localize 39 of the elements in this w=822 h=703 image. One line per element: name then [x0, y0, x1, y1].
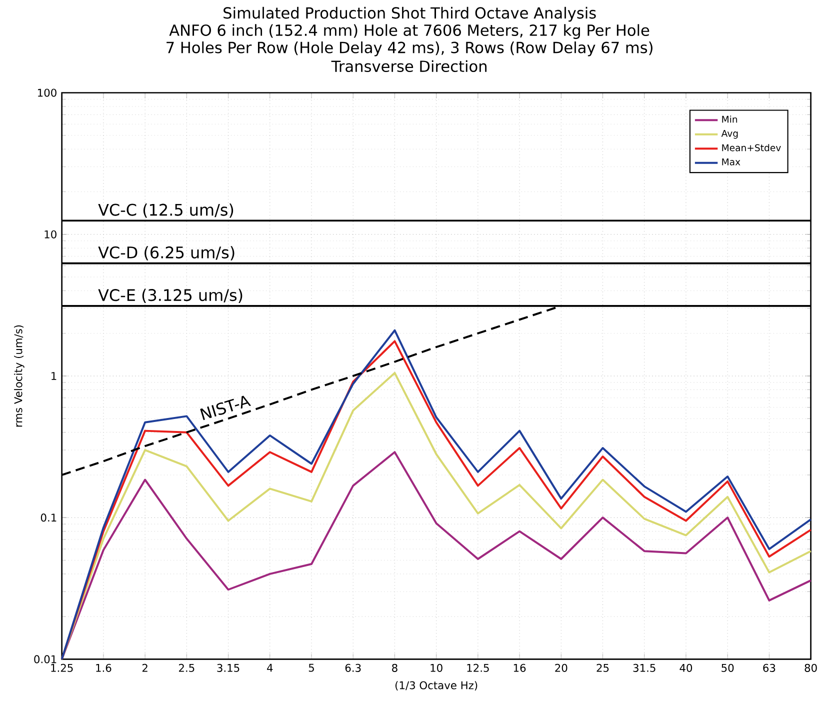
x-axis-title: (1/3 Octave Hz) — [395, 681, 478, 691]
ref-line-label: VC-D (6.25 um/s) — [98, 246, 234, 260]
text: Transverse Direction — [331, 60, 486, 72]
x-tick-label: 16 — [514, 664, 526, 672]
x-tick-label: 31.5 — [633, 664, 656, 672]
x-tick-label: 12.5 — [467, 664, 489, 672]
x-tick-label: 2.5 — [178, 664, 194, 672]
y-tick-label: 10 — [44, 230, 56, 238]
x-tick-label: 10 — [430, 664, 442, 672]
y-axis-title: rms Velocity (um/s) — [14, 325, 24, 427]
legend-label: Avg — [721, 130, 738, 139]
x-tick-label: 4 — [267, 664, 273, 672]
legend-label: Min — [722, 116, 738, 123]
x-tick-label: 63 — [763, 664, 776, 672]
y-tick-label: 0.1 — [40, 514, 56, 522]
x-tick-label: 3.15 — [217, 664, 240, 672]
x-tick-label: 25 — [596, 664, 609, 672]
x-tick-label: 1.25 — [51, 664, 73, 672]
x-tick-label: 20 — [555, 664, 568, 672]
x-tick-label: 1.6 — [96, 664, 112, 672]
x-tick-label: 80 — [804, 664, 817, 672]
y-tick-label: 0.01 — [34, 655, 56, 664]
x-tick-label: 6.3 — [345, 664, 361, 672]
x-tick-label: 50 — [722, 664, 734, 672]
chart-subtitle: ANFO 6 inch (152.4 mm) Hole at 7606 Meters, 217 kg Per Hole — [169, 24, 650, 39]
text: NIST-A — [200, 396, 252, 420]
x-tick-label: 2 — [142, 664, 148, 672]
ref-line-label: VC-E (3.125 um/s) — [98, 288, 242, 303]
y-tick-label: 1 — [52, 372, 56, 380]
x-tick-label: 5 — [308, 664, 314, 672]
text: 7 Holes Per Row (Hole Delay 42 ms), 3 Rows (Row Delay 67 ms) — [166, 41, 652, 56]
line-series — [60, 451, 812, 660]
x-tick-label: 8 — [392, 664, 398, 672]
legend-label: Max — [722, 158, 740, 166]
ref-line-label: VC-C (12.5 um/s) — [98, 203, 234, 218]
legend-label: Mean+Stdev — [722, 144, 781, 152]
y-tick-label: 100 — [38, 88, 56, 97]
chart-title: Simulated Production Shot Third Octave Analysis — [224, 6, 596, 22]
x-tick-label: 40 — [680, 664, 692, 672]
